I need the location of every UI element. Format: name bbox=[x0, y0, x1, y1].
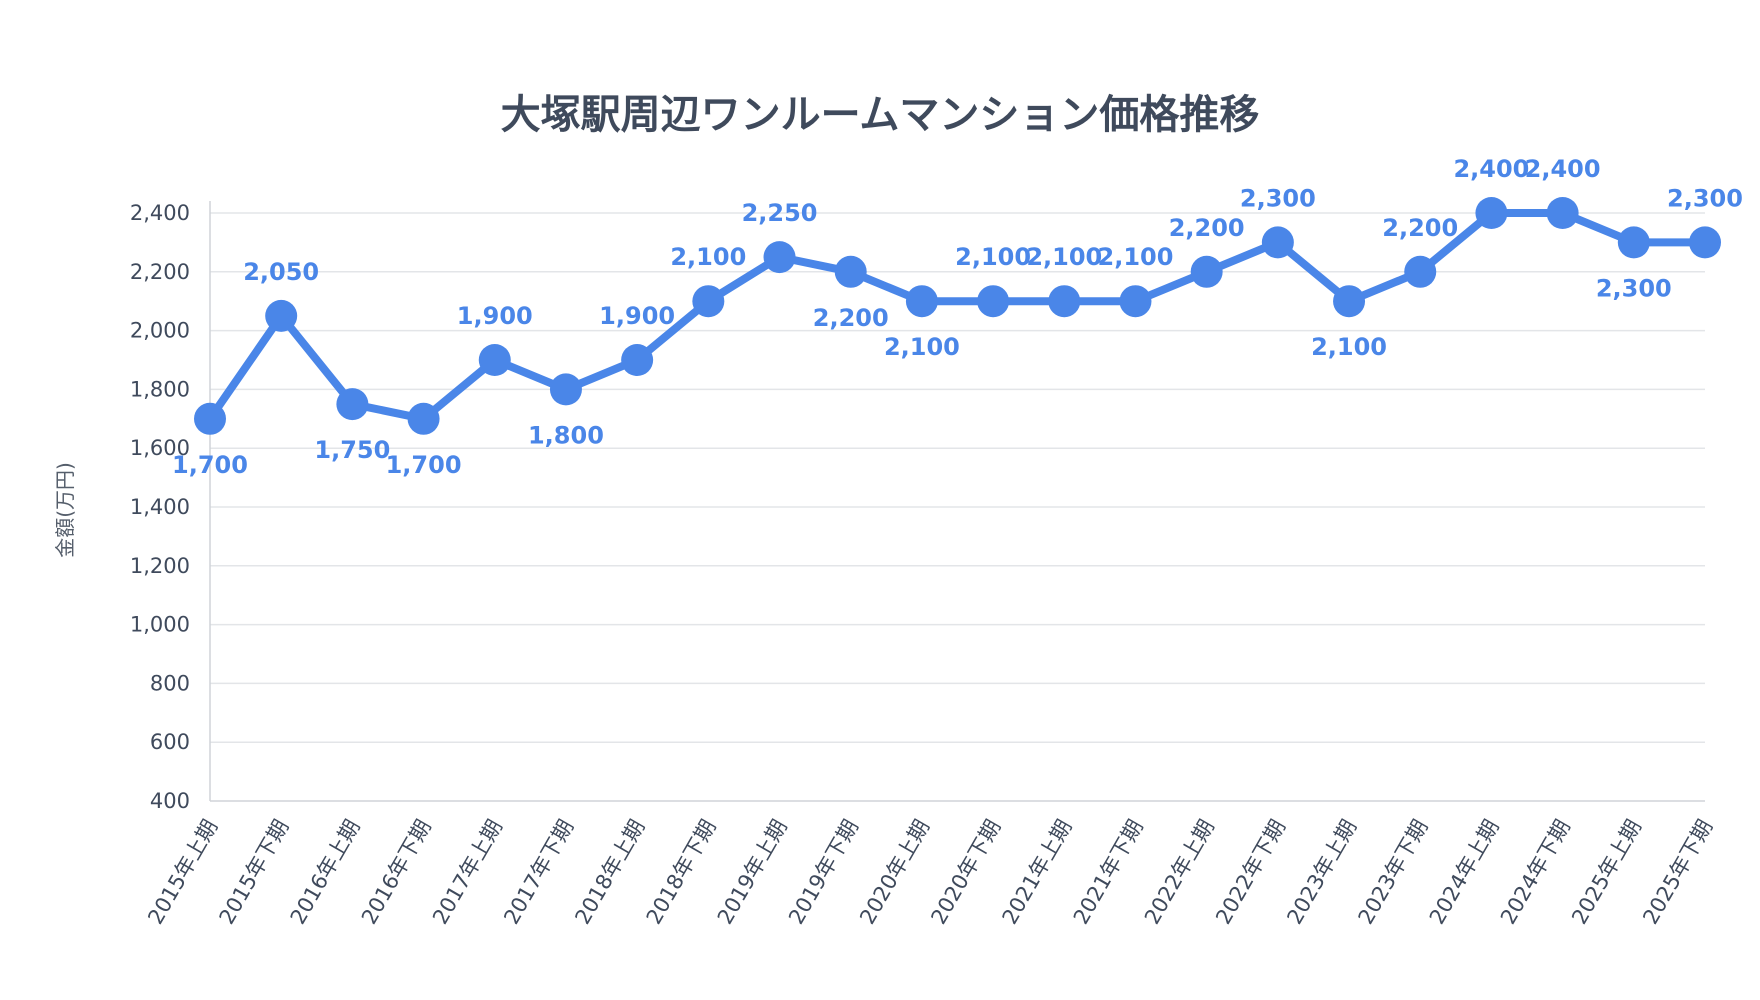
x-tick-label: 2025年上期 bbox=[1567, 816, 1646, 929]
x-tick-label: 2015年下期 bbox=[215, 816, 294, 929]
x-tick-label: 2022年下期 bbox=[1211, 816, 1290, 929]
data-point bbox=[905, 285, 938, 318]
data-label: 2,400 bbox=[1453, 155, 1529, 183]
x-tick-label: 2016年上期 bbox=[286, 816, 365, 929]
data-label: 2,100 bbox=[670, 243, 746, 271]
series-line-path bbox=[206, 209, 1709, 423]
data-label: 2,250 bbox=[742, 199, 818, 227]
x-tick-label: 2024年上期 bbox=[1425, 816, 1504, 929]
series-points bbox=[194, 197, 1721, 435]
y-tick-label: 1,600 bbox=[130, 436, 190, 460]
y-tick-label: 1,400 bbox=[130, 495, 190, 519]
data-point bbox=[692, 285, 725, 318]
data-point bbox=[1689, 226, 1721, 259]
x-tick-label: 2015年上期 bbox=[143, 816, 222, 929]
data-label: 2,400 bbox=[1525, 155, 1601, 183]
data-label: 2,100 bbox=[884, 333, 960, 361]
y-tick-label: 2,400 bbox=[130, 201, 190, 225]
data-label: 1,700 bbox=[386, 451, 462, 479]
data-point bbox=[763, 241, 796, 274]
data-point bbox=[1546, 197, 1579, 229]
y-tick-label: 1,200 bbox=[130, 554, 190, 578]
data-label: 1,750 bbox=[314, 436, 390, 464]
data-labels: 1,7002,0501,7501,7001,9001,8001,9002,100… bbox=[172, 155, 1743, 479]
x-tick-label: 2018年下期 bbox=[642, 816, 721, 929]
data-label: 2,300 bbox=[1240, 184, 1316, 212]
x-tick-label: 2025年下期 bbox=[1638, 816, 1717, 929]
x-tick-label: 2021年下期 bbox=[1069, 816, 1148, 929]
x-tick-label: 2019年上期 bbox=[713, 816, 792, 929]
data-point bbox=[1190, 255, 1223, 288]
data-point bbox=[1475, 197, 1508, 229]
y-tick-label: 2,000 bbox=[130, 319, 190, 343]
data-point bbox=[194, 402, 226, 435]
data-point bbox=[549, 373, 582, 406]
data-point bbox=[407, 402, 440, 435]
x-tick-label: 2016年下期 bbox=[357, 816, 436, 929]
data-label: 2,300 bbox=[1667, 184, 1743, 212]
y-axis-label: 金額(万円) bbox=[53, 462, 77, 558]
data-point bbox=[336, 388, 369, 421]
data-label: 1,800 bbox=[528, 421, 604, 449]
y-tick-label: 2,200 bbox=[130, 260, 190, 284]
data-point bbox=[1119, 285, 1152, 318]
data-label: 2,100 bbox=[1098, 243, 1174, 271]
x-tick-label: 2023年下期 bbox=[1354, 816, 1433, 929]
data-point bbox=[1333, 285, 1366, 318]
x-tick-label: 2017年下期 bbox=[499, 816, 578, 929]
x-tick-label: 2017年上期 bbox=[428, 816, 507, 929]
y-tick-label: 1,000 bbox=[130, 613, 190, 637]
y-axis-ticks: 400 600 800 1,000 1,200 1,400 1,600 1,800 2,000 2… bbox=[130, 201, 190, 813]
data-point bbox=[1261, 226, 1294, 259]
data-label: 2,200 bbox=[1169, 214, 1245, 242]
data-point bbox=[977, 285, 1010, 318]
data-label: 2,300 bbox=[1596, 274, 1672, 302]
x-tick-label: 2018年上期 bbox=[570, 816, 649, 929]
data-point bbox=[1404, 255, 1437, 288]
x-tick-label: 2019年下期 bbox=[784, 816, 863, 929]
data-label: 2,100 bbox=[1311, 333, 1387, 361]
y-tick-label: 600 bbox=[150, 730, 190, 754]
data-point bbox=[1617, 226, 1650, 259]
data-label: 2,100 bbox=[1026, 243, 1102, 271]
data-point bbox=[621, 344, 654, 376]
chart-title: 大塚駅周辺ワンルームマンション価格推移 bbox=[501, 92, 1260, 138]
data-point bbox=[478, 344, 511, 376]
data-point bbox=[1048, 285, 1081, 318]
x-tick-label: 2022年上期 bbox=[1140, 816, 1219, 929]
data-label: 2,050 bbox=[243, 258, 319, 286]
data-label: 2,100 bbox=[955, 243, 1031, 271]
data-label: 2,200 bbox=[1382, 214, 1458, 242]
data-point bbox=[265, 299, 298, 332]
data-point bbox=[834, 255, 867, 288]
x-tick-label: 2024年下期 bbox=[1496, 816, 1575, 929]
data-label: 1,900 bbox=[457, 302, 533, 330]
data-label: 1,900 bbox=[599, 302, 675, 330]
y-tick-label: 800 bbox=[150, 671, 190, 695]
data-label: 1,700 bbox=[172, 451, 248, 479]
x-tick-label: 2023年上期 bbox=[1282, 816, 1361, 929]
series-line bbox=[206, 209, 1709, 423]
x-axis-ticks: 2015年上期2015年下期2016年上期2016年下期2017年上期2017年… bbox=[143, 816, 1717, 929]
grid-lines bbox=[209, 201, 1705, 802]
x-tick-label: 2021年上期 bbox=[998, 816, 1077, 929]
y-tick-label: 1,800 bbox=[130, 377, 190, 401]
data-label: 2,200 bbox=[813, 304, 889, 332]
x-tick-label: 2020年下期 bbox=[926, 816, 1005, 929]
y-tick-label: 400 bbox=[150, 789, 190, 813]
x-tick-label: 2020年上期 bbox=[855, 816, 934, 929]
